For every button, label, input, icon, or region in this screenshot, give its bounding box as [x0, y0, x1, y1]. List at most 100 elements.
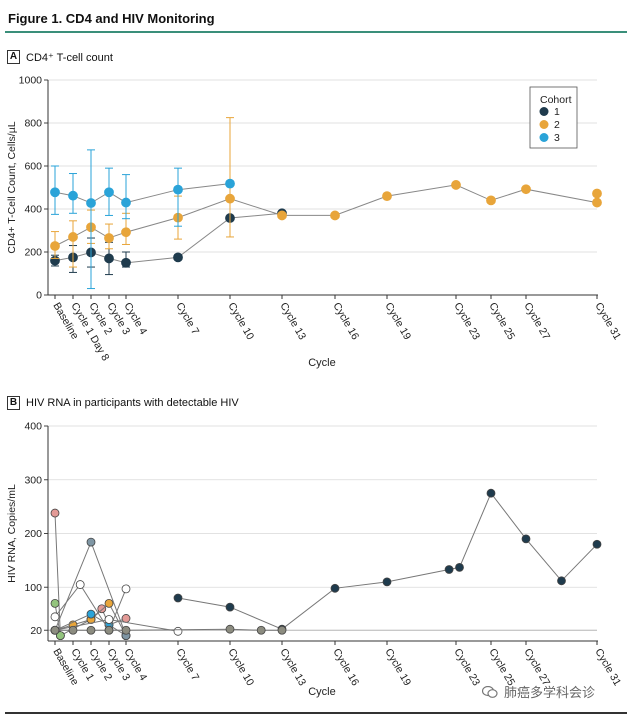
data-point	[104, 620, 114, 630]
panel-b-title: HIV RNA in participants with detectable …	[26, 397, 239, 409]
series-participant-f	[50, 598, 65, 641]
data-point	[173, 593, 183, 603]
y-tick-label: 0	[36, 290, 42, 302]
data-point	[121, 197, 131, 208]
data-point	[225, 602, 235, 612]
data-point	[50, 625, 60, 635]
data-point	[277, 625, 287, 635]
data-point	[225, 213, 235, 223]
series-2	[50, 117, 602, 268]
y-tick-label: 800	[24, 118, 42, 130]
data-point	[173, 626, 183, 636]
series-line	[54, 184, 598, 247]
y-tick-label: 200	[24, 247, 42, 259]
series-participant-d	[50, 609, 131, 641]
x-tick-label: Cycle 4	[121, 647, 149, 683]
x-tick-label: Cycle 13	[277, 647, 308, 689]
data-point	[121, 625, 131, 635]
data-point	[121, 631, 131, 641]
panel-b-letter: B	[7, 396, 20, 410]
data-point	[68, 620, 78, 630]
data-point	[455, 562, 464, 572]
series-participant-g	[50, 580, 131, 635]
data-point	[50, 612, 60, 622]
data-point	[50, 625, 60, 635]
series-participant-h	[50, 615, 183, 636]
data-point	[86, 615, 96, 624]
data-point	[86, 609, 96, 619]
legend-marker	[539, 107, 549, 116]
data-point	[50, 241, 60, 251]
x-tick-label: Cycle 23	[451, 301, 482, 343]
y-axis-title: CD4+ T-Cell Count, Cells/µL	[6, 121, 18, 253]
bottom-divider	[5, 712, 627, 714]
data-point	[86, 222, 96, 233]
x-tick-label: Cycle 25	[486, 301, 517, 343]
data-point	[104, 233, 114, 243]
series-line	[54, 183, 231, 204]
x-axis-title: Cycle	[308, 686, 336, 698]
panel-a-label: A CD4⁺ T-cell count	[7, 50, 113, 64]
series-line	[54, 212, 283, 264]
x-tick-label: Cycle 27	[521, 301, 552, 343]
data-point	[68, 190, 78, 201]
data-point	[121, 584, 131, 594]
legend-title: Cohort	[540, 94, 572, 106]
x-tick-label: Cycle 3	[104, 647, 132, 683]
series-participant-e	[50, 537, 131, 641]
data-point	[330, 210, 340, 221]
data-point	[121, 614, 131, 623]
data-point	[557, 576, 566, 586]
data-point	[50, 508, 60, 518]
data-point	[382, 577, 392, 587]
data-point	[86, 625, 96, 635]
series-line	[54, 618, 179, 632]
x-tick-label: Cycle 10	[225, 301, 256, 343]
x-tick-label: Cycle 13	[277, 301, 308, 343]
data-point	[50, 598, 60, 608]
x-tick-label: Cycle 31	[592, 647, 623, 689]
data-point	[277, 624, 287, 634]
x-tick-label: Cycle 2	[86, 647, 114, 683]
data-point	[521, 184, 531, 195]
data-point	[382, 191, 392, 202]
y-tick-label: 1000	[19, 75, 43, 87]
x-tick-label: Cycle 1 Day 8	[68, 301, 111, 364]
y-tick-label: 100	[24, 582, 42, 594]
legend-marker	[539, 133, 549, 142]
data-point	[50, 625, 60, 635]
data-point	[104, 620, 114, 630]
x-tick-label: Cycle 10	[225, 647, 256, 689]
data-point	[68, 232, 78, 242]
x-tick-label: Cycle 2	[86, 301, 114, 337]
data-point	[277, 210, 287, 221]
data-point	[225, 193, 235, 204]
data-point	[444, 565, 454, 574]
x-tick-label: Cycle 3	[104, 301, 132, 337]
x-tick-label: Cycle 16	[330, 647, 361, 689]
data-point	[256, 625, 266, 635]
x-tick-label: Cycle 7	[173, 301, 201, 337]
panel-a-letter: A	[7, 50, 20, 64]
y-axis-title: HIV RNA, Copies/mL	[6, 484, 18, 583]
series-line	[54, 613, 127, 637]
x-tick-label: Cycle 4	[121, 301, 149, 337]
title-divider	[5, 31, 627, 33]
x-tick-label: Cycle 31	[592, 301, 623, 343]
series-participant-a	[173, 488, 602, 634]
y-tick-label: 600	[24, 161, 42, 173]
y-tick-label: 200	[24, 528, 42, 540]
data-point	[121, 257, 131, 268]
legend-marker	[539, 120, 549, 129]
data-point	[173, 184, 183, 195]
series-participant-i	[50, 624, 287, 635]
data-point	[104, 187, 114, 198]
data-point	[68, 252, 78, 263]
legend-label: 2	[554, 119, 560, 131]
data-point	[86, 198, 96, 208]
y-tick-label: 300	[24, 474, 42, 486]
y-tick-label: 400	[24, 421, 42, 433]
data-point	[104, 625, 114, 635]
series-line	[54, 602, 127, 636]
data-point	[592, 539, 602, 549]
